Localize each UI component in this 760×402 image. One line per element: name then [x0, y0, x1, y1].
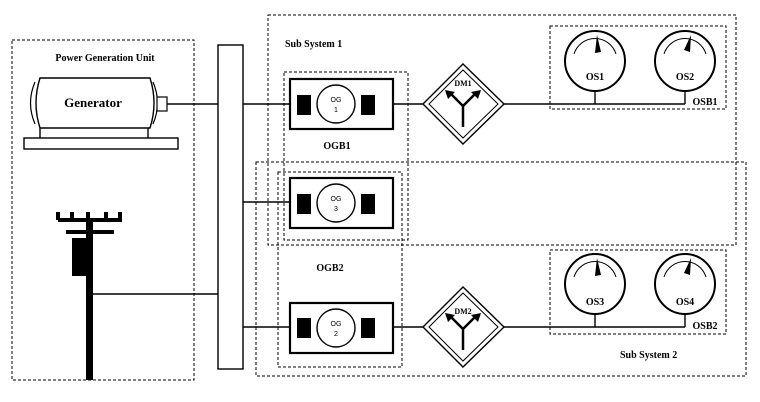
og1-label-bottom: 1 — [334, 107, 338, 114]
pole-transformer — [72, 238, 86, 276]
dm1-label: DM1 — [454, 79, 471, 88]
og2-label-bottom: 2 — [334, 331, 338, 338]
ogb2-border — [277, 171, 403, 368]
dm1-split-arrow-icon — [445, 90, 481, 127]
pole-post — [86, 220, 93, 380]
dm1: DM1 — [422, 63, 506, 145]
osb1-border — [549, 25, 727, 110]
ogb1-border — [283, 71, 409, 241]
dm2: DM2 — [422, 286, 506, 368]
og2-block: OG 2 — [288, 301, 395, 355]
utility-pole — [56, 212, 122, 380]
os2-gauge: OS2 — [654, 30, 716, 92]
os4-label: OS4 — [676, 297, 694, 308]
osb2-border — [549, 249, 727, 335]
og1-label-top: OG — [331, 97, 342, 104]
og2-label-top: OG — [331, 321, 342, 328]
subsystem-1-border — [267, 14, 737, 246]
og1-block: OG 1 — [288, 77, 395, 131]
og3-label-bottom: 3 — [334, 206, 338, 213]
os1-gauge: OS1 — [564, 30, 626, 92]
osb1-label: OSB1 — [692, 97, 717, 108]
og3-label-top: OG — [331, 196, 342, 203]
subsystem-2-title: Sub System 2 — [620, 350, 677, 361]
os4-gauge: OS4 — [654, 253, 716, 315]
subsystem-2-border — [255, 161, 747, 377]
power-generation-unit-title: Power Generation Unit — [55, 53, 155, 64]
os3-label: OS3 — [586, 297, 604, 308]
og3-block: OG 3 — [288, 176, 395, 230]
dm2-label: DM2 — [454, 307, 471, 316]
generator: Generator — [23, 77, 179, 150]
osb2-label: OSB2 — [692, 321, 717, 332]
dm2-split-arrow-icon — [445, 313, 481, 350]
os1-label: OS1 — [586, 72, 604, 83]
subsystem-1-title: Sub System 1 — [285, 39, 342, 50]
power-generation-unit-border — [11, 39, 195, 381]
generator-label: Generator — [64, 95, 122, 110]
generator-shaft — [156, 96, 168, 112]
main-bus-bar — [217, 44, 244, 370]
ogb1-label: OGB1 — [323, 141, 350, 152]
generator-base — [23, 137, 179, 150]
os3-gauge: OS3 — [564, 253, 626, 315]
os2-label: OS2 — [676, 72, 694, 83]
ogb2-label: OGB2 — [316, 263, 343, 274]
generator-body — [35, 77, 155, 129]
